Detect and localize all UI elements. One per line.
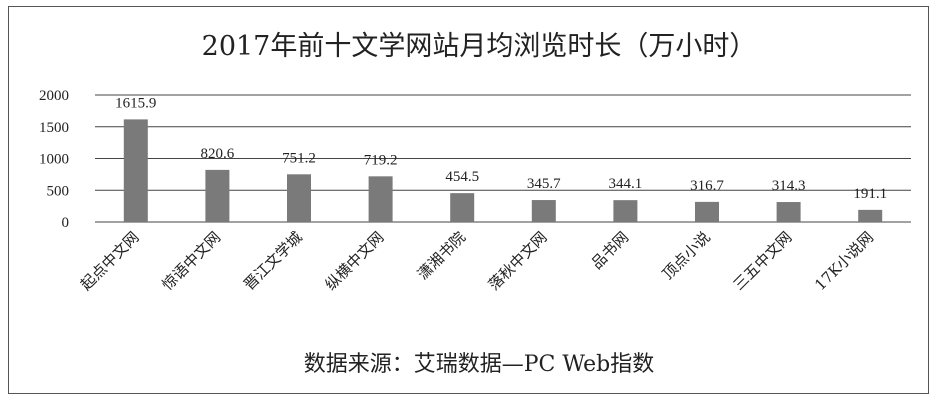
gridlines (95, 94, 911, 223)
y-tick-label: 1000 (39, 152, 69, 168)
bar (531, 200, 556, 222)
y-tick-label: 500 (47, 183, 70, 199)
y-axis-ticks: 0 500 1000 1500 2000 (39, 88, 69, 231)
bar (123, 119, 148, 222)
bar-value-label: 820.6 (201, 146, 235, 162)
bar (205, 169, 230, 222)
bars (123, 119, 883, 222)
category-label: 纵横中文网 (322, 228, 388, 294)
bar (695, 201, 719, 222)
chart-title: 2017年前十文学网站月均浏览时长（万小时） (202, 31, 757, 62)
bar-value-label: 344.1 (609, 176, 643, 192)
bar-value-label: 345.7 (527, 176, 561, 192)
bar-value-label: 454.5 (445, 169, 479, 185)
category-labels: 起点中文网 惊语中文网 晋江文学城 纵横中文网 潇湘书院 落秋中文网 品书网 顶点小说 三五中文… (77, 228, 877, 294)
category-label: 潇湘书院 (414, 228, 469, 283)
bar-value-label: 316.7 (690, 178, 724, 194)
y-tick-label: 1500 (39, 120, 69, 136)
y-tick-label: 0 (62, 215, 70, 231)
bar (368, 176, 393, 222)
category-label: 晋江文学城 (240, 228, 306, 294)
bar-value-label: 1615.9 (115, 95, 156, 111)
y-tick-label: 2000 (39, 88, 69, 104)
bar (858, 209, 883, 222)
bar-value-label: 719.2 (364, 152, 398, 168)
category-label: 顶点小说 (659, 228, 714, 283)
category-label: 落秋中文网 (485, 228, 551, 294)
category-label: 起点中文网 (77, 228, 143, 294)
bar-value-label: 191.1 (853, 186, 887, 202)
bar (613, 200, 638, 222)
bar-value-label: 314.3 (772, 178, 806, 194)
bar (287, 174, 311, 222)
data-labels: 1615.9 820.6 751.2 719.2 454.5 345.7 344.1 316.… (115, 95, 887, 201)
category-label: 品书网 (588, 228, 633, 273)
category-label: 三五中文网 (730, 228, 796, 294)
chart-source-note: 数据来源：艾瑞数据—PC Web指数 (304, 352, 655, 377)
bar-chart: 2017年前十文学网站月均浏览时长（万小时） 0500100015002000 … (39, 31, 911, 377)
category-label: 17K小说网 (811, 228, 877, 294)
bar-value-label: 751.2 (282, 150, 316, 166)
bar (776, 202, 801, 222)
chart-frame: 2017年前十文学网站月均浏览时长（万小时） 0 500 1000 1500 2000 … (8, 6, 929, 394)
bar (450, 193, 475, 222)
category-label: 惊语中文网 (158, 228, 224, 294)
